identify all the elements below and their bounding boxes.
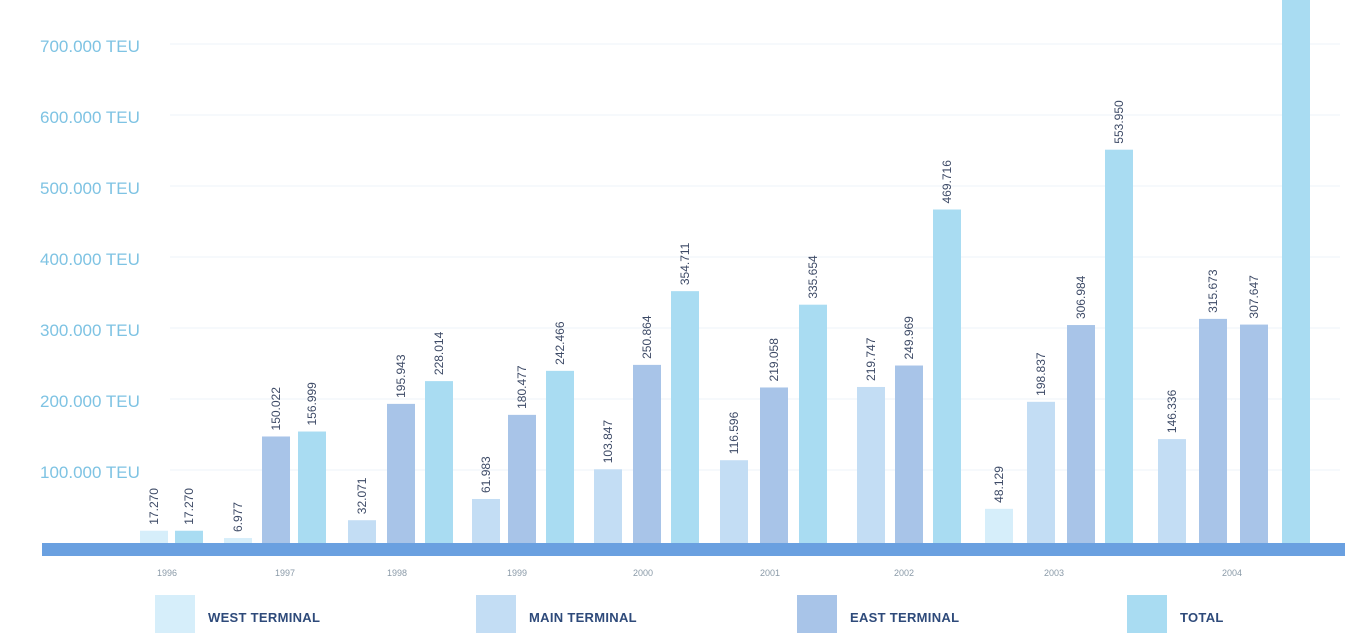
legend-label: EAST TERMINAL [850,610,959,625]
bar [857,386,885,543]
y-tick-label: 600.000 TEU [40,108,140,127]
x-tick-label: 2003 [1044,568,1064,578]
bar [895,365,923,543]
bar [933,209,961,543]
data-label: 219.747 [864,337,878,381]
grid-lines [170,43,1340,471]
data-label: 17.270 [182,488,196,525]
bar [594,469,622,543]
data-label: 228.014 [432,331,446,375]
data-label: 553.950 [1112,100,1126,144]
data-label: 150.022 [269,387,283,431]
x-tick-label: 1999 [507,568,527,578]
y-tick-label: 500.000 TEU [40,179,140,198]
bar [633,364,661,543]
bar [175,530,203,543]
bar [1240,324,1268,543]
x-tick-label: 1998 [387,568,407,578]
data-label: 61.983 [479,456,493,493]
bar [425,381,453,543]
data-label: 48.129 [992,466,1006,503]
bar [140,530,168,543]
data-label: 335.654 [806,255,820,299]
bar [472,498,500,543]
data-label: 17.270 [147,488,161,525]
bar [508,414,536,543]
bars: 17.270 6.977 48.129 32.071 61.983 103.847 116.… [140,0,1310,543]
bar [799,304,827,543]
y-tick-label: 200.000 TEU [40,392,140,411]
y-tick-label: 300.000 TEU [40,321,140,340]
legend-swatch [155,595,195,633]
x-tick-label: 2001 [760,568,780,578]
data-label: 195.943 [394,354,408,398]
x-tick-label: 2004 [1222,568,1242,578]
data-label: 242.466 [553,321,567,365]
data-label: 103.847 [601,420,615,464]
data-label: 180.477 [515,365,529,409]
bar [224,538,252,543]
bar [760,387,788,543]
bar [720,460,748,543]
data-label: 6.977 [231,502,245,532]
x-axis-ticks: 1996 1997 1998 1999 2000 2001 2002 2003 2004 [157,568,1242,578]
x-tick-label: 1996 [157,568,177,578]
legend-swatch [797,595,837,633]
legend-swatch [1127,595,1167,633]
bar [1105,149,1133,543]
x-axis-baseline [42,543,1345,556]
legend-label: WEST TERMINAL [208,610,320,625]
bar [1027,401,1055,543]
bar [985,508,1013,543]
legend-swatch [476,595,516,633]
x-tick-label: 2002 [894,568,914,578]
data-label: 198.837 [1034,352,1048,396]
bar [1199,318,1227,543]
bar [671,291,699,543]
legend-label: TOTAL [1180,610,1224,625]
y-axis-ticks: 100.000 TEU 200.000 TEU 300.000 TEU 400.000… [40,37,140,482]
bar [546,370,574,543]
y-tick-label: 400.000 TEU [40,250,140,269]
legend: WEST TERMINAL MAIN TERMINAL EAST TERMINAL T… [155,595,1224,633]
x-tick-label: 1997 [275,568,295,578]
x-tick-label: 2000 [633,568,653,578]
bar [298,431,326,543]
bar [262,436,290,543]
data-label: 146.336 [1165,389,1179,433]
bar [387,403,415,543]
bar [1282,0,1310,543]
data-label: 469.716 [940,160,954,204]
y-tick-label: 700.000 TEU [40,37,140,56]
data-label: 249.969 [902,316,916,360]
bar [1158,439,1186,543]
data-label: 156.999 [305,382,319,426]
data-label: 354.711 [678,242,692,285]
y-tick-label: 100.000 TEU [40,463,140,482]
bar [1067,325,1095,543]
data-label: 219.058 [767,338,781,382]
bar [348,520,376,543]
data-label: 315.673 [1206,269,1220,313]
data-label: 306.984 [1074,275,1088,319]
data-label: 250.864 [640,315,654,359]
data-label: 32.071 [355,477,369,514]
data-label: 116.596 [727,411,741,454]
data-label: 307.647 [1247,275,1261,319]
legend-label: MAIN TERMINAL [529,610,637,625]
